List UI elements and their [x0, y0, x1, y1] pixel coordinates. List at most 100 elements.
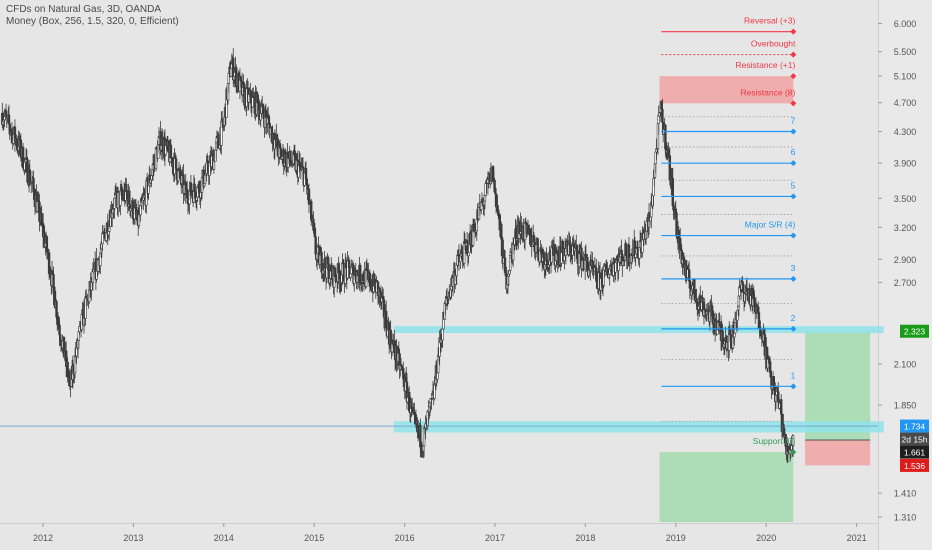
price-badge [900, 419, 929, 433]
y-tick-label: 6.000 [894, 19, 917, 29]
level-marker [790, 275, 797, 282]
candle-body [229, 68, 233, 77]
level-marker [790, 449, 797, 456]
y-tick-label: 2.100 [894, 359, 917, 369]
candle-body [419, 425, 422, 448]
candle-body [664, 124, 667, 150]
price-badge-label: 1.734 [904, 422, 926, 432]
level-label: Reversal (+3) [744, 16, 795, 26]
y-tick-label: 3.200 [894, 223, 917, 233]
candle-body [634, 253, 637, 258]
candle-body [503, 257, 507, 273]
y-tick-label: 4.300 [894, 127, 917, 137]
level-label: 3 [791, 263, 796, 273]
x-tick-label: 2018 [575, 533, 595, 543]
level-marker [790, 193, 797, 200]
level-label: Major S/R (4) [745, 220, 796, 230]
risk-box [659, 76, 794, 104]
candle-body [128, 190, 131, 205]
candle-body [710, 305, 714, 312]
y-tick-label: 1.310 [894, 513, 917, 523]
candle-body [791, 435, 795, 446]
money-levels: Reversal (+3) Overbought Resistance (+1) Re… [661, 16, 797, 456]
candle-body [493, 179, 496, 189]
candle-body [251, 96, 254, 108]
candles [1, 48, 795, 463]
chart-title: CFDs on Natural Gas, 3D, OANDA [6, 4, 162, 15]
candle-body [674, 208, 677, 213]
price-badge [900, 324, 929, 338]
candle-body [657, 115, 660, 124]
candle-body [614, 262, 617, 273]
level-label: Resistance (8) [741, 87, 796, 97]
price-badge-label: 1.661 [904, 448, 926, 458]
x-tick-label: 2012 [33, 533, 53, 543]
y-tick-label: 1.850 [894, 401, 917, 411]
y-axis: 6.000 5.500 5.100 4.700 4.300 3.900 3.500 3.200… [878, 19, 916, 523]
x-axis: 2012 2013 2014 2015 2016 2017 2018 2019 2020 2021 [33, 523, 867, 543]
sr-zones [393, 326, 884, 433]
dotted-levels [661, 116, 794, 422]
level-marker [790, 100, 797, 107]
level-marker [790, 160, 797, 167]
price-badges: 2.323 1.734 2d 15h 1.661 1.536 [900, 324, 929, 472]
candle-body [679, 238, 682, 249]
candle-body [147, 185, 150, 194]
candle-body [671, 178, 675, 207]
candle-body [467, 252, 470, 257]
level-label: Resistance (+1) [736, 60, 796, 70]
sr-zone [393, 421, 884, 433]
candle-body [494, 188, 497, 194]
price-badge [900, 445, 929, 459]
risk-box [805, 440, 871, 466]
level-marker [790, 383, 797, 390]
x-tick-label: 2019 [666, 533, 686, 543]
x-tick-label: 2013 [123, 533, 143, 543]
level-marker [790, 51, 797, 58]
indicator-label[interactable]: Money (Box, 256, 1.5, 320, 0, Efficient) [6, 16, 179, 27]
position-boxes [659, 76, 871, 522]
x-tick-label: 2014 [214, 533, 234, 543]
x-tick-label: 2017 [485, 533, 505, 543]
level-label: 5 [791, 180, 796, 190]
candle-body [441, 328, 444, 341]
sr-zone [393, 326, 884, 334]
candle-body [368, 272, 372, 287]
y-tick-label: 2.700 [894, 278, 917, 288]
level-label: 6 [791, 147, 796, 157]
y-tick-label: 2.900 [894, 255, 917, 265]
price-badge-label: 2.323 [904, 327, 926, 337]
y-tick-label: 1.410 [894, 489, 917, 499]
level-label: 2 [791, 313, 796, 323]
x-tick-label: 2021 [847, 533, 867, 543]
y-tick-label: 3.500 [894, 194, 917, 204]
candle-body [101, 232, 104, 244]
level-label: 7 [791, 116, 796, 126]
x-tick-label: 2020 [756, 533, 776, 543]
candle-body [347, 260, 351, 268]
candle-body [174, 158, 178, 170]
candle-body [433, 384, 436, 399]
candle-body [560, 252, 563, 264]
level-marker [790, 28, 797, 35]
price-badge-label: 2d 15h [902, 435, 928, 445]
y-tick-label: 3.900 [894, 159, 917, 169]
level-label: Support (0) [753, 436, 796, 446]
candle-body [52, 274, 55, 288]
y-tick-label: 4.700 [894, 98, 917, 108]
x-tick-label: 2015 [304, 533, 324, 543]
level-marker [790, 73, 797, 80]
candle-body [436, 372, 439, 380]
level-label: Overbought [751, 39, 796, 49]
candle-body [536, 238, 539, 253]
y-tick-label: 5.100 [894, 72, 917, 82]
price-badge [900, 432, 929, 446]
y-tick-label: 5.500 [894, 47, 917, 57]
level-marker [790, 128, 797, 135]
price-badge-label: 1.536 [904, 461, 926, 471]
level-marker [790, 325, 797, 332]
target-box [659, 452, 794, 522]
x-tick-label: 2016 [395, 533, 415, 543]
